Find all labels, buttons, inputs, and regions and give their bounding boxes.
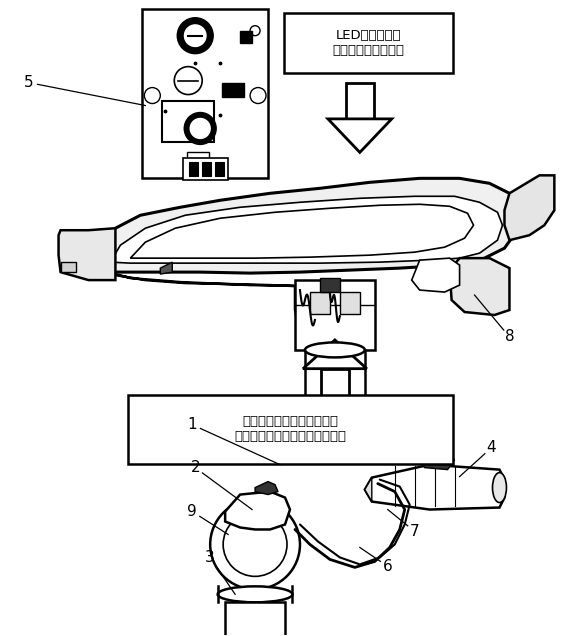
Bar: [187, 153, 209, 167]
Bar: [189, 162, 198, 176]
Bar: [340, 292, 360, 314]
Ellipse shape: [218, 586, 292, 602]
Polygon shape: [225, 602, 285, 636]
Polygon shape: [450, 258, 509, 315]
Polygon shape: [88, 178, 520, 273]
Text: 5: 5: [24, 75, 33, 90]
Bar: [183, 158, 228, 181]
Polygon shape: [131, 204, 473, 258]
Bar: [305, 350, 365, 415]
Bar: [202, 162, 211, 176]
Polygon shape: [88, 248, 111, 272]
Polygon shape: [321, 369, 349, 400]
Circle shape: [185, 113, 216, 144]
Text: 8: 8: [505, 329, 515, 345]
Bar: [310, 292, 330, 314]
Polygon shape: [346, 83, 374, 119]
Circle shape: [177, 18, 213, 53]
Polygon shape: [88, 272, 370, 345]
Polygon shape: [255, 481, 278, 495]
Polygon shape: [419, 455, 454, 469]
Bar: [162, 100, 214, 142]
Text: 3: 3: [205, 550, 215, 565]
Circle shape: [190, 118, 210, 139]
Ellipse shape: [305, 407, 365, 422]
Bar: [284, 13, 453, 73]
Text: 2: 2: [190, 460, 200, 475]
Bar: [295, 280, 375, 350]
Polygon shape: [365, 478, 372, 502]
Text: 将组装后的防脱出线束插头
本体从汽车灯具壳体的下方穿过: 将组装后的防脱出线束插头 本体从汽车灯具壳体的下方穿过: [234, 415, 347, 443]
Polygon shape: [365, 465, 504, 509]
Text: 4: 4: [486, 440, 496, 455]
Polygon shape: [328, 119, 392, 153]
Polygon shape: [430, 445, 450, 455]
Bar: [142, 9, 268, 178]
Polygon shape: [225, 492, 290, 530]
Text: 7: 7: [410, 524, 419, 539]
Bar: [215, 162, 224, 176]
Polygon shape: [111, 197, 503, 263]
Circle shape: [185, 25, 206, 46]
Polygon shape: [160, 262, 172, 274]
Ellipse shape: [493, 473, 507, 502]
Polygon shape: [58, 228, 115, 280]
Bar: [222, 83, 244, 97]
Polygon shape: [411, 258, 460, 292]
Bar: [320, 278, 340, 292]
Ellipse shape: [305, 342, 365, 357]
Polygon shape: [61, 262, 76, 272]
Text: LED灯控制基板
放入汽车灯具壳体内: LED灯控制基板 放入汽车灯具壳体内: [332, 29, 405, 57]
Polygon shape: [504, 176, 554, 240]
Bar: [240, 31, 252, 43]
Text: 6: 6: [383, 559, 393, 574]
Polygon shape: [303, 340, 367, 369]
Bar: [128, 395, 453, 464]
Text: 1: 1: [187, 417, 197, 432]
Text: 9: 9: [187, 504, 197, 519]
